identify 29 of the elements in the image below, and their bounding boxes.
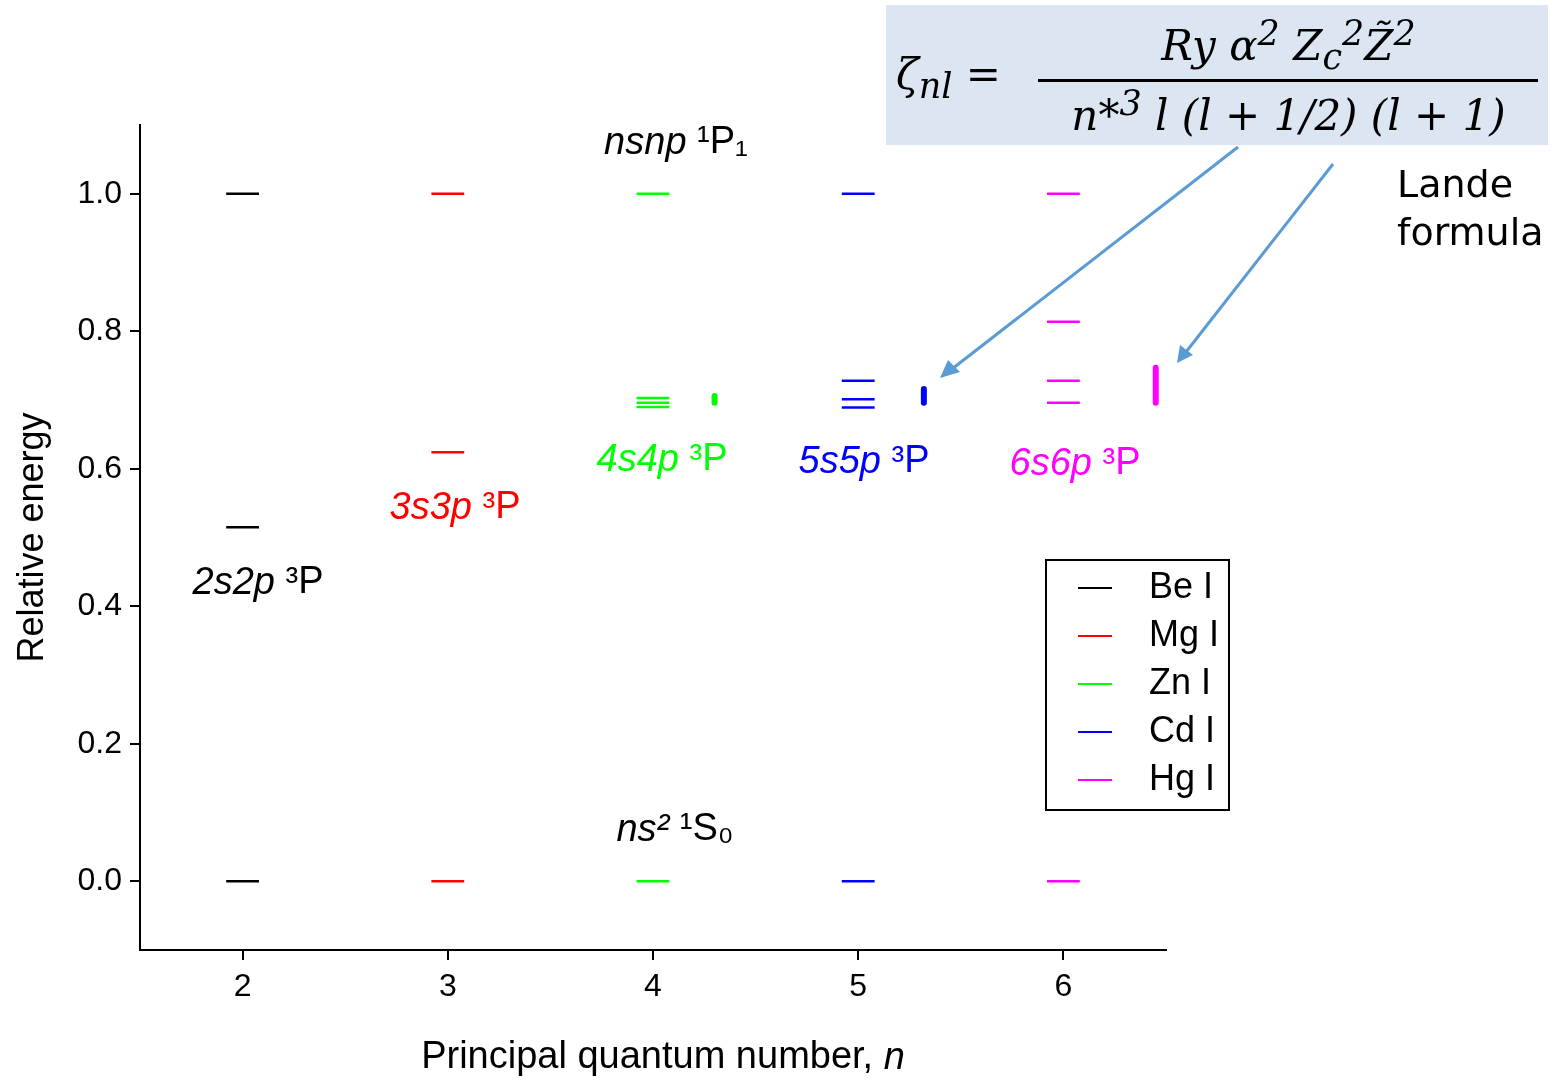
- annotation: 5s5p ³P: [798, 438, 930, 481]
- text: Lande formula: [1397, 161, 1545, 256]
- y-tick-label: 0.8: [77, 311, 122, 348]
- y-tick-label: 0.0: [77, 861, 122, 898]
- annotation: 3s3p ³P: [389, 484, 521, 527]
- x-tick-label: 3: [438, 967, 457, 1004]
- legend-label: Zn I: [1149, 660, 1212, 702]
- annotation: 6s6p ³P: [1009, 440, 1141, 483]
- x-axis-title: Principal quantum number, n: [421, 1034, 905, 1077]
- y-tick-label: 0.4: [77, 586, 122, 623]
- text: Ry α$^{2}$ Z$_{c}$$^{2}$Z̃$^{2}$: [1159, 13, 1417, 78]
- x-tick-label: 6: [1054, 967, 1073, 1004]
- x-tick-label: 4: [644, 967, 662, 1004]
- annotation: n*$^{3}$ l (l + 1/2) (l + 1): [1070, 83, 1507, 140]
- annotation: 2s2p ³P: [191, 559, 324, 602]
- y-tick-label: 0.2: [77, 723, 122, 760]
- annotation: nsnp ¹P₁: [604, 119, 748, 162]
- y-axis-title: Relative energy: [9, 412, 51, 663]
- y-tick-label: 0.6: [77, 448, 122, 485]
- legend-label: Mg I: [1149, 612, 1220, 654]
- text: ζ$_{nl}$ =: [896, 50, 1002, 107]
- x-tick-label: 2: [233, 967, 252, 1004]
- legend-label: Be I: [1149, 564, 1214, 606]
- annotation: 4s4p ³P: [596, 436, 728, 479]
- legend-label: Hg I: [1149, 756, 1216, 798]
- legend-label: Cd I: [1149, 708, 1216, 750]
- annotation: ns² ¹S₀: [616, 806, 734, 849]
- y-tick-label: 1.0: [77, 173, 122, 210]
- x-tick-label: 5: [849, 967, 868, 1004]
